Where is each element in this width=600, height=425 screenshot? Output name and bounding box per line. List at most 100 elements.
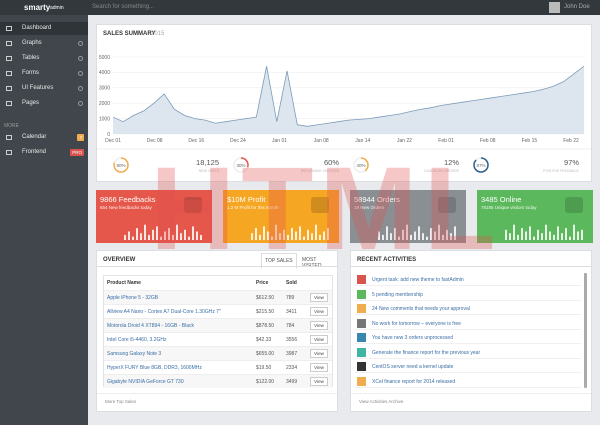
spark-bar: [144, 224, 146, 240]
spark-bar: [521, 228, 523, 240]
box-sparkbars: [124, 224, 202, 240]
view-button[interactable]: View: [310, 321, 328, 330]
spark-bar: [529, 226, 531, 240]
spark-bar: [454, 226, 456, 240]
nav-item[interactable]: Graphs: [0, 37, 88, 50]
box-sparkbars: [505, 224, 583, 240]
spark-bar: [299, 226, 301, 240]
activity-item[interactable]: Generate the finance report for the prev…: [355, 346, 581, 359]
box-subtitle: 654 New feedbacks today: [100, 205, 152, 210]
activity-item[interactable]: XCel finance report for 2014 released: [355, 375, 581, 388]
tab[interactable]: TOP SALES: [261, 253, 297, 269]
spark-bar: [200, 234, 202, 240]
box-icon: [311, 197, 329, 213]
user[interactable]: John Doe: [564, 4, 590, 10]
stat-box: 3485 Online 78185 Unique visitors today: [477, 190, 593, 243]
box-icon: [565, 197, 583, 213]
sidebar: Dashboard Graphs Tables Forms UI Features Pag…: [0, 15, 88, 425]
nav-item[interactable]: Pages: [0, 97, 88, 110]
view-button[interactable]: View: [310, 363, 328, 372]
nav-label: Graphs: [22, 40, 42, 46]
activity-item[interactable]: 5 pending membership: [355, 288, 581, 301]
activity-item[interactable]: You have new 3 orders unprocessed: [355, 331, 581, 344]
panel-footer-rule: [97, 393, 337, 394]
panel-title: SALES SUMMARY: [103, 31, 156, 37]
nav-item[interactable]: Forms: [0, 67, 88, 80]
y-tick-label: 3000: [99, 86, 110, 92]
nav-expand: [78, 41, 83, 46]
table-cell: 789: [286, 295, 295, 301]
activity-text: XCel finance report for 2014 released: [372, 378, 456, 385]
spark-bar: [192, 226, 194, 240]
nav-item[interactable]: Dashboard: [0, 22, 88, 35]
table-row: HyperX FURY Blue 8GB, DDR3, 1600MHz $19.5…: [104, 360, 332, 374]
activity-text: You have new 3 orders unprocessed: [372, 335, 453, 341]
nav-label: UI Features: [22, 85, 54, 91]
table-cell: 3411: [286, 309, 297, 315]
table-cell: Allview A4 Nano - Cortex A7 Dual-Core 1.…: [107, 309, 221, 315]
view-button[interactable]: View: [310, 377, 328, 386]
spark-bar: [311, 233, 313, 240]
ring-label: 87%: [476, 163, 485, 168]
nav-expand: [78, 71, 83, 76]
spark-bar: [164, 231, 166, 240]
spark-bar: [307, 229, 309, 240]
activity-item[interactable]: CentOS server need a kernel update: [355, 360, 581, 373]
spark-bar: [577, 231, 579, 240]
nav-label: Forms: [22, 70, 39, 76]
nav-item[interactable]: Frontend PRO: [0, 146, 88, 159]
sales-area: [113, 66, 584, 134]
activity-item[interactable]: 24 New comments that needs your approval: [355, 302, 581, 315]
avatar[interactable]: [549, 2, 560, 13]
x-tick-label: Feb 22: [563, 138, 579, 144]
sales-line: [112, 65, 585, 127]
ring: [473, 157, 489, 173]
nav-item[interactable]: Tables: [0, 52, 88, 65]
nav-item[interactable]: UI Features: [0, 82, 88, 95]
spark-bar: [426, 236, 428, 240]
box-title: 3485 Online: [481, 195, 522, 204]
view-button[interactable]: View: [310, 293, 328, 302]
stat-value: 12%: [444, 158, 459, 167]
y-tick-label: 5000: [99, 55, 110, 61]
spark-bar: [525, 231, 527, 240]
panel-footer[interactable]: More Top Sales: [105, 399, 137, 404]
table-cell: HyperX FURY Blue 8GB, DDR3, 1600MHz: [107, 365, 202, 371]
table-cell: Motorola Droid 4 XT894 - 16GB - Black: [107, 323, 194, 329]
activities-panel: RECENT ACTIVITIES Urgent task: add new t…: [350, 250, 592, 412]
nav-icon: [6, 101, 12, 106]
view-button[interactable]: View: [310, 349, 328, 358]
spark-bar: [303, 236, 305, 240]
box-title: 9866 Feedbacks: [100, 195, 156, 204]
x-tick-label: Feb 01: [438, 138, 454, 144]
spark-bar: [287, 234, 289, 240]
panel-footer[interactable]: View Activities Archive: [359, 399, 404, 404]
activity-item[interactable]: Urgent task: add new theme to fastAdmin: [355, 273, 581, 286]
spark-bar: [323, 231, 325, 240]
spark-bar: [259, 234, 261, 240]
nav-item[interactable]: Calendar 7: [0, 131, 88, 144]
spark-bar: [132, 236, 134, 240]
tab[interactable]: MOST VISITED: [302, 257, 321, 269]
stat-label: POSITIVE FEEDBACK: [543, 169, 580, 173]
table-cell: 3987: [286, 351, 298, 357]
spark-bar: [565, 228, 567, 240]
activity-icon: [357, 333, 366, 342]
stat-value: 97%: [564, 158, 579, 167]
spark-bar: [196, 231, 198, 240]
spark-bar: [545, 224, 547, 240]
spark-bar: [438, 224, 440, 240]
activity-icon: [357, 289, 366, 299]
spark-bar: [394, 228, 396, 240]
stat-label: CANCELED ORDERS: [424, 169, 460, 173]
x-tick-label: Feb 15: [522, 138, 538, 144]
search[interactable]: Search for something...: [92, 4, 155, 10]
table-cell: 784: [286, 323, 295, 329]
activity-item[interactable]: No work for tomorrow – everyone is free: [355, 317, 581, 330]
spark-bar: [156, 226, 158, 240]
view-button[interactable]: View: [310, 307, 328, 316]
box-icon: [438, 197, 456, 213]
spark-bar: [251, 233, 253, 240]
activity-text: Urgent task: add new theme to fastAdmin: [372, 277, 464, 283]
view-button[interactable]: View: [310, 335, 328, 344]
